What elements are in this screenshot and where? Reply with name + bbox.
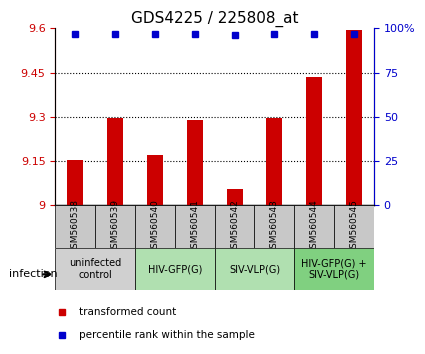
Text: GSM560539: GSM560539 [110,199,119,254]
Text: GSM560543: GSM560543 [270,199,279,254]
FancyBboxPatch shape [215,205,255,248]
Bar [187,120,203,205]
Bar [147,155,163,205]
Text: uninfected
control: uninfected control [69,258,121,280]
Bar [107,118,123,205]
FancyBboxPatch shape [55,205,95,248]
Bar [306,77,322,205]
Bar [266,118,282,205]
Text: percentile rank within the sample: percentile rank within the sample [79,330,255,341]
Bar [346,30,362,205]
FancyBboxPatch shape [95,205,135,248]
FancyBboxPatch shape [255,205,294,248]
Text: GSM560540: GSM560540 [150,199,159,254]
FancyBboxPatch shape [135,205,175,248]
Bar [227,189,243,205]
Text: SIV-VLP(G): SIV-VLP(G) [229,264,280,274]
Title: GDS4225 / 225808_at: GDS4225 / 225808_at [131,11,298,27]
Text: GSM560541: GSM560541 [190,199,199,254]
Text: HIV-GFP(G): HIV-GFP(G) [147,264,202,274]
Text: GSM560542: GSM560542 [230,199,239,254]
FancyBboxPatch shape [135,248,215,290]
FancyBboxPatch shape [55,248,135,290]
Text: GSM560544: GSM560544 [310,199,319,254]
Bar [67,160,83,205]
Text: transformed count: transformed count [79,307,176,318]
Text: GSM560545: GSM560545 [350,199,359,254]
Text: HIV-GFP(G) +
SIV-VLP(G): HIV-GFP(G) + SIV-VLP(G) [301,258,367,280]
FancyBboxPatch shape [215,248,294,290]
FancyBboxPatch shape [294,248,374,290]
FancyBboxPatch shape [175,205,215,248]
Text: GSM560538: GSM560538 [71,199,79,254]
Text: infection: infection [8,269,57,279]
FancyBboxPatch shape [294,205,334,248]
FancyBboxPatch shape [334,205,374,248]
